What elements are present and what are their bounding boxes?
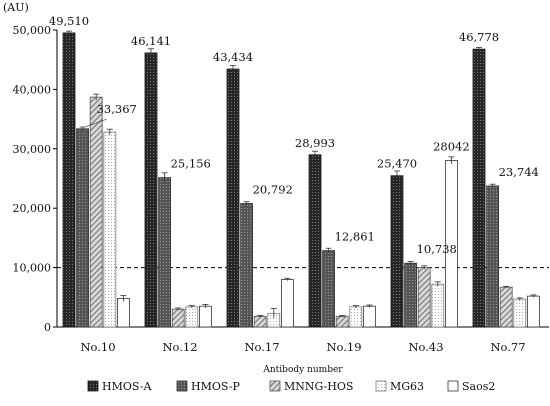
legend-label-mnng-hos: MNNG-HOS: [284, 380, 353, 393]
data-label: 46,141: [131, 34, 171, 48]
y-tick-label: 20,000: [13, 202, 52, 215]
bar-mg63-no43: [431, 283, 445, 328]
bar-mg63-no19: [349, 306, 363, 328]
data-label: 23,744: [499, 165, 539, 179]
y-tick-label: 0: [44, 321, 51, 334]
bar-mnng-hos-no12: [171, 308, 185, 328]
bar-hmos-p-no19: [322, 250, 336, 328]
bar-hmos-a-no12: [144, 52, 158, 328]
bar-saos2-no17: [280, 279, 294, 328]
bar-hmos-p-no77: [486, 185, 500, 328]
legend-label-saos2: Saos2: [462, 380, 495, 393]
bar-mnng-hos-no17: [253, 315, 267, 328]
legend-swatch-hmos-p: [176, 380, 188, 392]
data-label: 46,778: [459, 30, 499, 44]
y-tick-label: 30,000: [13, 143, 52, 156]
bar-mg63-no12: [185, 306, 199, 328]
bar-mg63-no77: [513, 298, 527, 328]
bar-mnng-hos-no43: [417, 267, 431, 328]
bar-saos2-no19: [362, 305, 376, 328]
x-category-label: No.77: [490, 340, 525, 354]
bar-mg63-no10: [103, 131, 117, 328]
bar-hmos-a-no17: [226, 68, 240, 328]
bar-saos2-no12: [198, 305, 212, 328]
x-category-label: No.17: [244, 340, 279, 354]
legend-label-mg63: MG63: [390, 380, 424, 393]
x-category-label: No.43: [408, 340, 443, 354]
data-label: 20,792: [253, 182, 293, 196]
x-category-label: No.12: [162, 340, 197, 354]
y-tick-label: 10,000: [13, 262, 52, 275]
x-category-label: No.19: [326, 340, 361, 354]
bar-mnng-hos-no19: [335, 315, 349, 328]
bar-mnng-hos-no10: [89, 96, 103, 328]
legend-swatch-saos2: [447, 380, 459, 392]
data-label: 49,510: [49, 14, 89, 28]
bar-hmos-a-no77: [472, 48, 486, 328]
x-axis-title: Antibody number: [262, 365, 343, 375]
bar-hmos-a-no43: [390, 175, 404, 328]
data-label: 10,738: [417, 242, 457, 256]
bar-saos2-no10: [117, 298, 130, 328]
bar-hmos-p-no12: [158, 177, 172, 328]
data-label: 43,434: [213, 50, 253, 64]
y-unit-label: (AU): [3, 1, 29, 14]
bar-hmos-a-no19: [308, 154, 322, 328]
bar-hmos-a-no10: [62, 32, 76, 328]
y-tick-label: 50,000: [13, 24, 52, 37]
data-label: 25,156: [171, 157, 211, 171]
data-label: 33,367: [97, 102, 137, 116]
bar-hmos-p-no17: [240, 203, 254, 328]
label-leader-line: [85, 118, 107, 128]
bar-hmos-p-no43: [404, 262, 418, 328]
data-label: 28042: [433, 139, 470, 153]
legend-swatch-hmos-a: [87, 380, 99, 392]
y-tick-label: 40,000: [13, 83, 52, 96]
legend-swatch-mnng-hos: [269, 380, 281, 392]
data-label: 28,993: [295, 136, 335, 150]
bar-saos2-no77: [527, 295, 540, 328]
data-label: 12,861: [335, 230, 375, 244]
bar-hmos-p-no10: [76, 128, 89, 328]
legend-swatch-mg63: [375, 380, 387, 392]
legend-label-hmos-p: HMOS-P: [191, 380, 241, 393]
legend: HMOS-A HMOS-P MNNG-HOS MG63 Saos2: [87, 380, 495, 393]
bar-mnng-hos-no77: [499, 286, 513, 328]
data-label: 25,470: [377, 157, 417, 171]
legend-label-hmos-a: HMOS-A: [102, 380, 153, 393]
x-category-label: No.10: [80, 340, 115, 354]
